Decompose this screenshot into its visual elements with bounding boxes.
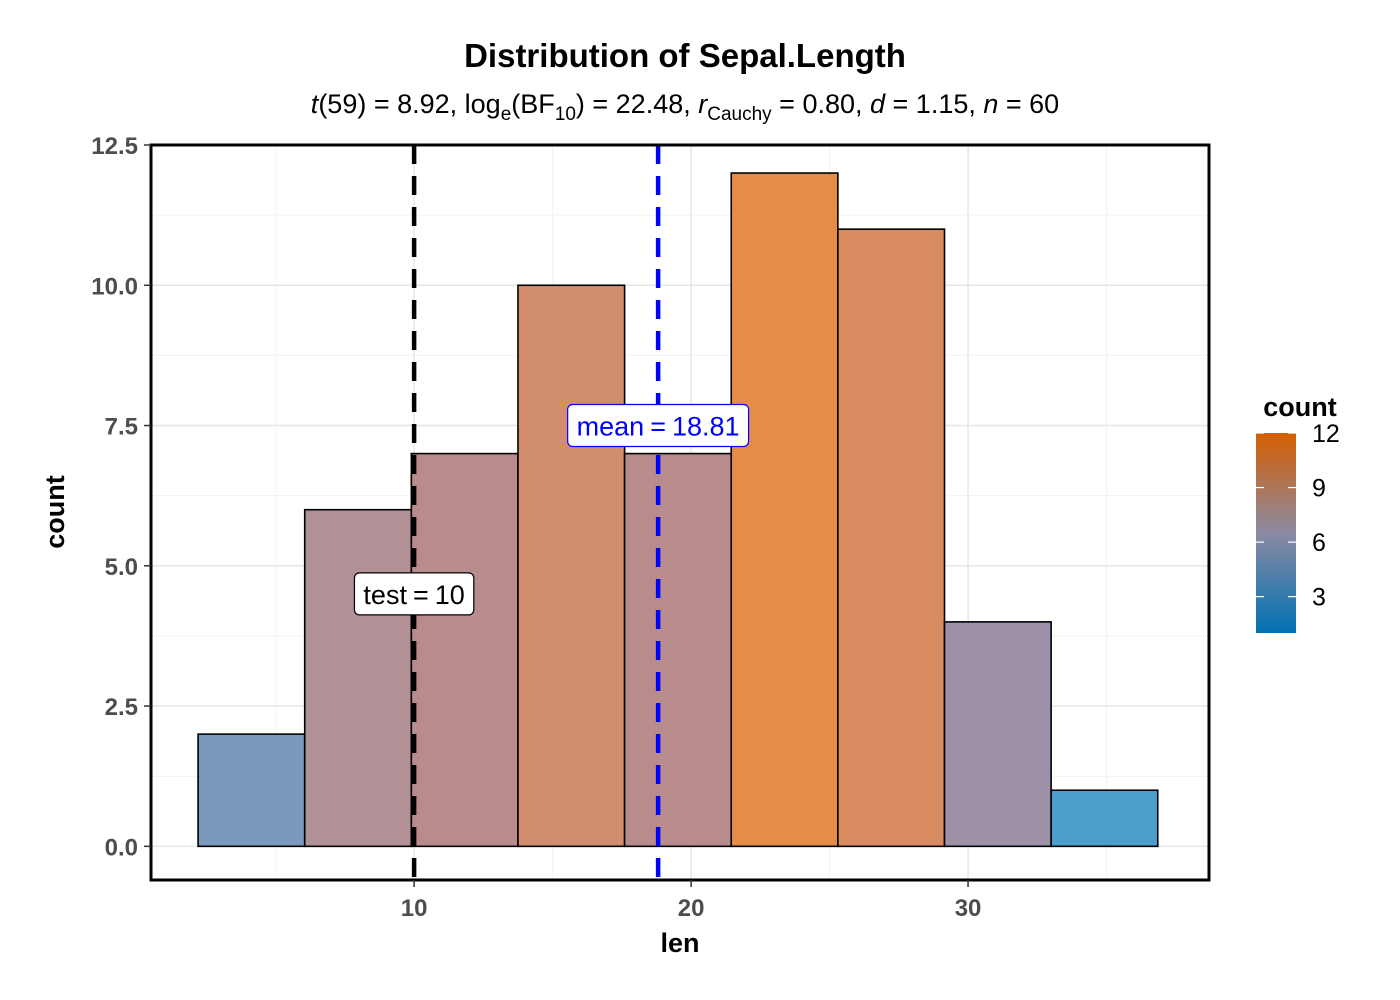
mean-label-name: mean <box>577 412 645 442</box>
legend-title: count <box>1263 392 1337 422</box>
subtitle-r-symbol: r <box>698 89 708 119</box>
histogram-bars <box>197 172 1159 848</box>
subtitle-r-sub: Cauchy <box>707 104 772 125</box>
subtitle-bf-value: ) = 22.48, <box>576 89 698 119</box>
x-axis-ticks: 10 20 30 <box>401 880 982 922</box>
histogram-bar <box>197 733 306 848</box>
mean-label: mean = 18.81 <box>567 403 750 448</box>
x-tick-label: 20 <box>678 895 705 922</box>
y-axis-title: count <box>40 475 70 549</box>
chart-subtitle: t(59) = 8.92, loge(BF10) = 22.48, rCauch… <box>311 89 1059 125</box>
histogram-bar <box>623 452 733 848</box>
color-legend: count 3 6 9 12 <box>1256 392 1340 633</box>
legend-ticks: 3 6 9 12 <box>1256 420 1340 612</box>
subtitle-bf-sub: 10 <box>555 104 576 125</box>
subtitle-r-value: = 0.80, <box>772 89 870 119</box>
chart-title: Distribution of Sepal.Length <box>464 37 906 74</box>
y-tick-label: 0.0 <box>105 834 138 861</box>
subtitle-d-value: = 1.15, <box>885 89 983 119</box>
y-tick-label: 5.0 <box>105 554 138 581</box>
legend-tick-label: 12 <box>1312 420 1340 448</box>
mean-label-eq: = <box>650 412 666 442</box>
subtitle-n-symbol: n <box>983 89 998 119</box>
histogram-bar <box>837 228 946 848</box>
mean-label-text: mean = 18.81 <box>577 412 740 442</box>
subtitle-d-symbol: d <box>870 89 886 119</box>
subtitle-n-value: = 60 <box>998 89 1059 119</box>
histogram-bar <box>730 172 839 848</box>
test-label: test = 10 <box>353 572 475 616</box>
histogram-bar <box>1050 789 1159 848</box>
subtitle-t-symbol: t <box>311 89 320 119</box>
x-tick-label: 10 <box>401 895 428 922</box>
y-tick-label: 2.5 <box>105 694 138 721</box>
y-tick-label: 12.5 <box>91 133 138 160</box>
x-axis-title: len <box>660 928 699 958</box>
test-label-eq: = <box>413 580 429 610</box>
y-axis-ticks: 0.0 2.5 5.0 7.5 10.0 12.5 <box>91 133 151 861</box>
subtitle-t-stat: (59) = 8.92, log <box>318 89 500 119</box>
histogram-bar <box>410 452 519 848</box>
histogram-bar <box>517 284 626 848</box>
plot-panel-border <box>149 143 1211 882</box>
test-label-text: test = 10 <box>363 580 464 610</box>
test-label-box <box>353 572 475 616</box>
x-tick-label: 30 <box>955 895 982 922</box>
legend-colorbar <box>1256 433 1296 633</box>
mean-label-box <box>567 403 750 448</box>
legend-tick-label: 6 <box>1312 529 1326 557</box>
histogram-bar <box>943 621 1052 848</box>
subtitle-bf-open: (BF <box>511 89 555 119</box>
y-tick-label: 10.0 <box>91 273 138 300</box>
test-label-name: test <box>363 580 407 610</box>
test-label-value: 10 <box>435 580 465 610</box>
subtitle-log-sub: e <box>501 104 512 125</box>
y-tick-label: 7.5 <box>105 414 138 441</box>
histogram-bar <box>303 508 413 848</box>
mean-label-value: 18.81 <box>672 412 740 442</box>
legend-tick-label: 3 <box>1312 584 1326 612</box>
legend-tick-label: 9 <box>1312 475 1326 503</box>
